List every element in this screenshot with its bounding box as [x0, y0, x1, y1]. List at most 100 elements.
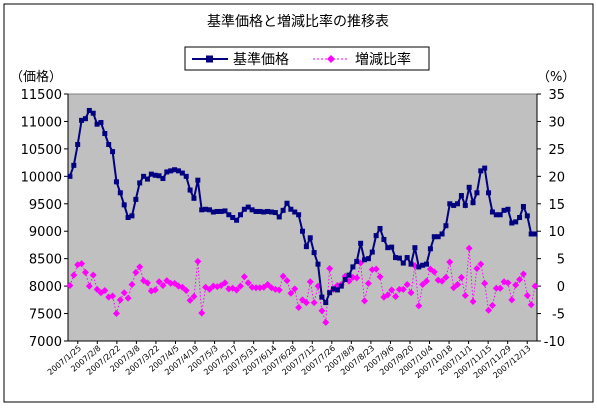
data-point-rate [516, 276, 524, 284]
data-point-rate [186, 296, 194, 304]
data-point-price [249, 207, 255, 213]
data-point-price [276, 214, 282, 220]
data-point-price [222, 208, 228, 214]
data-point-price [493, 212, 499, 218]
data-point-price [261, 209, 267, 215]
data-point-price [497, 212, 503, 218]
data-point-rate [461, 291, 469, 299]
data-point-rate [70, 271, 78, 279]
y-tick-label-right: 15 [548, 198, 565, 213]
data-point-price [75, 141, 81, 147]
data-point-price [82, 116, 88, 122]
data-point-price [319, 294, 325, 300]
y-axis-label-left: （価格） [10, 69, 62, 85]
data-point-rate [120, 289, 128, 297]
data-point-price [94, 121, 100, 127]
y-tick-label-left: 10500 [21, 143, 62, 158]
y-tick-label-left: 8000 [29, 280, 62, 295]
data-point-price [513, 219, 519, 225]
data-point-price [257, 208, 263, 214]
y-tick-label-left: 7000 [29, 335, 62, 350]
data-point-price [71, 162, 77, 168]
data-point-price [350, 264, 356, 270]
data-point-price [86, 107, 92, 113]
y-tick-label-left: 9000 [29, 225, 62, 240]
data-point-price [385, 245, 391, 251]
data-point-rate [205, 285, 213, 293]
data-point-price [79, 117, 85, 123]
data-point-price [474, 190, 480, 196]
data-point-price [137, 180, 143, 186]
y-tick-label-right: 5 [557, 253, 565, 268]
data-point-rate [392, 293, 400, 301]
data-point-rate [322, 318, 330, 326]
data-point-price [280, 207, 286, 213]
data-point-price [470, 200, 476, 206]
data-point-rate [508, 296, 516, 304]
data-point-price [486, 190, 492, 196]
data-point-price [489, 209, 495, 215]
data-point-price [311, 250, 317, 256]
data-point-price [365, 256, 371, 262]
data-point-price [354, 258, 360, 264]
legend-marker-rate [327, 55, 335, 63]
data-point-rate [291, 285, 299, 293]
data-point-price [315, 261, 321, 267]
data-point-price [152, 172, 158, 178]
data-point-rate [136, 263, 144, 271]
data-point-price [505, 206, 511, 212]
data-point-rate [442, 273, 450, 281]
data-point-rate [85, 282, 93, 290]
data-point-rate [384, 291, 392, 299]
data-point-rate [89, 271, 97, 279]
data-point-rate [283, 277, 291, 285]
data-point-price [203, 206, 209, 212]
data-point-price [420, 262, 426, 268]
data-point-price [338, 283, 344, 289]
data-point-rate [519, 270, 527, 278]
data-point-price [133, 196, 139, 202]
data-point-rate [279, 272, 287, 280]
data-point-rate [326, 265, 334, 273]
data-point-rate [116, 296, 124, 304]
data-point-price [396, 255, 402, 261]
data-point-price [67, 173, 73, 179]
legend: 基準価格 増減比率 [184, 46, 430, 71]
data-point-price [141, 173, 147, 179]
y-axis-label-right: （%） [537, 70, 575, 85]
data-point-price [517, 215, 523, 220]
data-point-rate [244, 279, 252, 287]
data-point-price [106, 141, 112, 147]
data-point-rate [66, 282, 74, 290]
data-point-price [373, 233, 379, 239]
data-point-rate [353, 274, 361, 282]
data-point-price [160, 176, 166, 182]
data-point-price [187, 187, 193, 193]
data-point-price [528, 231, 534, 237]
series-rate [66, 244, 539, 326]
data-point-rate [438, 277, 446, 285]
data-point-rate [430, 268, 438, 276]
data-point-price [408, 261, 414, 267]
data-point-price [381, 236, 387, 242]
y-tick-label-right: 0 [557, 280, 565, 295]
data-point-price [334, 287, 340, 293]
data-point-price [458, 193, 464, 199]
data-point-rate [81, 268, 89, 276]
data-point-price [268, 209, 274, 215]
data-point-price [164, 169, 170, 175]
data-point-rate [78, 260, 86, 268]
data-point-price [206, 207, 212, 213]
data-point-rate [275, 286, 283, 294]
data-point-rate [101, 287, 109, 295]
data-point-rate [399, 285, 407, 293]
data-point-price [447, 201, 453, 207]
y-tick-label-right: 20 [548, 170, 565, 185]
data-point-rate [143, 279, 151, 287]
data-point-price [307, 235, 313, 241]
data-point-rate [477, 260, 485, 268]
data-point-rate [395, 285, 403, 293]
y-tick-label-right: 25 [548, 143, 565, 158]
data-point-price [117, 190, 123, 196]
